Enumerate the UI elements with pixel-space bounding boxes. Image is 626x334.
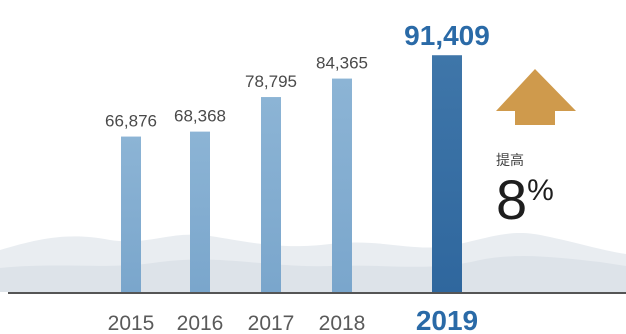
mountain-background <box>0 233 626 292</box>
value-label-2016: 68,368 <box>174 107 226 126</box>
increase-callout: 提高 8% <box>496 150 554 228</box>
x-tick-label-2019: 2019 <box>416 305 478 334</box>
up-arrow-icon <box>496 69 576 125</box>
bar-2019 <box>432 55 462 292</box>
value-label-2015: 66,876 <box>105 112 157 131</box>
bar-2015 <box>121 137 141 292</box>
value-label-2019: 91,409 <box>404 20 490 51</box>
bar-2017 <box>261 97 281 292</box>
bar-2016 <box>190 132 210 292</box>
increase-value: 8% <box>496 172 554 228</box>
x-tick-label-2018: 2018 <box>319 312 366 334</box>
increase-label: 提高 <box>496 150 554 170</box>
x-tick-label-2016: 2016 <box>177 312 224 334</box>
bar-2018 <box>332 79 352 292</box>
value-label-2018: 84,365 <box>316 54 368 73</box>
percent-sign: % <box>527 174 554 207</box>
increase-number: 8 <box>496 168 527 231</box>
value-label-2017: 78,795 <box>245 72 297 91</box>
x-tick-label-2015: 2015 <box>108 312 155 334</box>
x-tick-label-2017: 2017 <box>248 312 295 334</box>
